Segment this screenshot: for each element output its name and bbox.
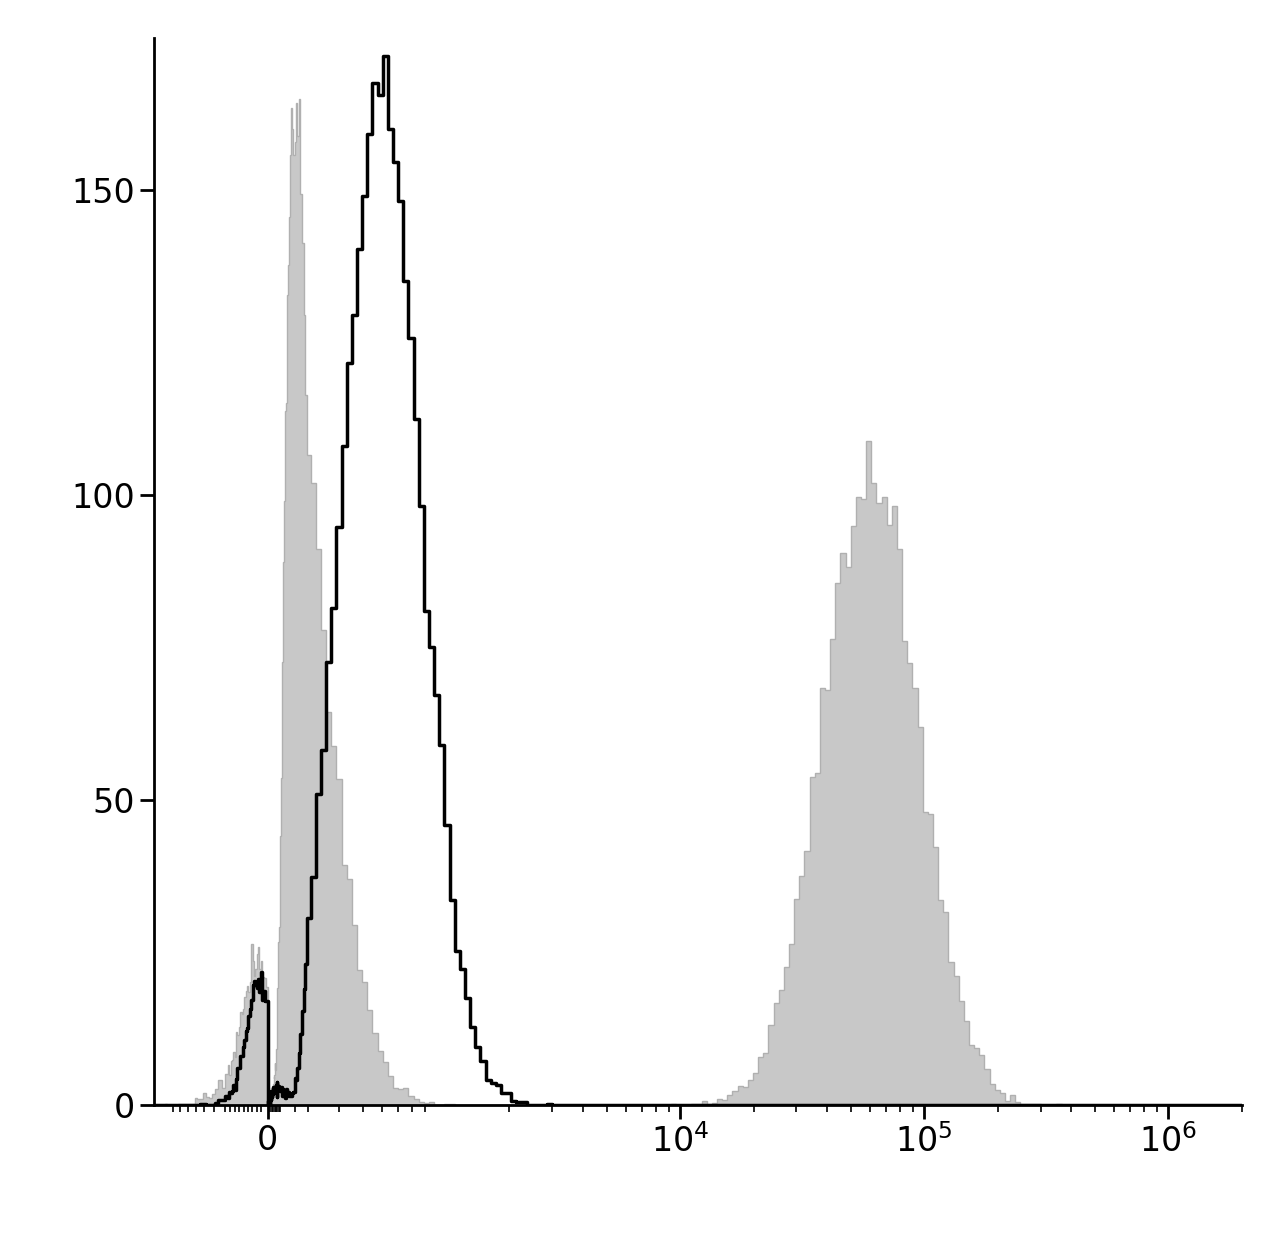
Polygon shape xyxy=(154,99,1242,1105)
